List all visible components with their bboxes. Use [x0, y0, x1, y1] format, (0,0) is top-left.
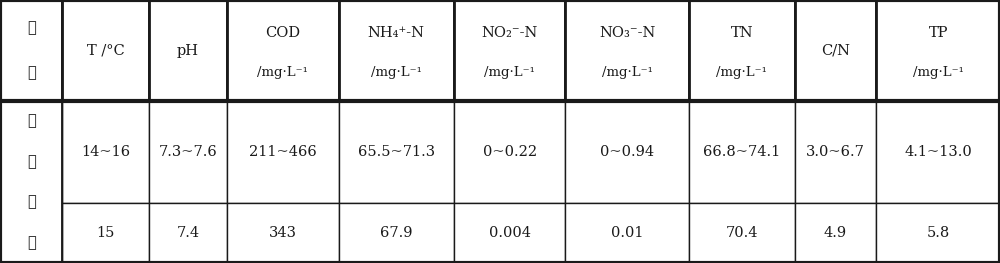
Bar: [565, 101, 689, 203]
Text: NH₄⁺-N: NH₄⁺-N: [368, 26, 425, 41]
Text: /mg·L⁻¹: /mg·L⁻¹: [716, 66, 767, 79]
Text: T /°C: T /°C: [87, 44, 125, 58]
Text: 4.9: 4.9: [824, 226, 847, 240]
Bar: [227, 203, 339, 263]
Text: 0.01: 0.01: [611, 226, 644, 240]
Bar: [454, 101, 565, 203]
Text: 3.0~6.7: 3.0~6.7: [806, 145, 865, 159]
Bar: [689, 101, 795, 203]
Text: 5.8: 5.8: [927, 226, 950, 240]
Text: NO₂⁻-N: NO₂⁻-N: [481, 26, 538, 41]
Bar: [565, 0, 689, 101]
Text: 66.8~74.1: 66.8~74.1: [703, 145, 781, 159]
Text: /mg·L⁻¹: /mg·L⁻¹: [371, 66, 422, 79]
Bar: [454, 203, 565, 263]
Bar: [689, 203, 795, 263]
Bar: [149, 0, 227, 101]
Bar: [795, 0, 876, 101]
Text: /mg·L⁻¹: /mg·L⁻¹: [602, 66, 653, 79]
Text: pH: pH: [177, 44, 199, 58]
Bar: [227, 0, 339, 101]
Text: COD: COD: [265, 26, 300, 41]
Text: 65.5~71.3: 65.5~71.3: [358, 145, 435, 159]
Text: 211~466: 211~466: [249, 145, 317, 159]
Text: C/N: C/N: [821, 44, 850, 58]
Text: 0~0.22: 0~0.22: [483, 145, 537, 159]
Bar: [227, 101, 339, 203]
Text: /mg·L⁻¹: /mg·L⁻¹: [484, 66, 535, 79]
Text: /mg·L⁻¹: /mg·L⁻¹: [913, 66, 964, 79]
Text: 67.9: 67.9: [380, 226, 412, 240]
Bar: [149, 203, 227, 263]
Bar: [876, 203, 1000, 263]
Bar: [339, 101, 454, 203]
Text: NO₃⁻-N: NO₃⁻-N: [599, 26, 655, 41]
Bar: [62, 0, 149, 101]
Text: 7.4: 7.4: [176, 226, 199, 240]
Bar: [876, 0, 1000, 101]
Text: 项: 项: [27, 21, 36, 35]
Bar: [339, 203, 454, 263]
Text: 目: 目: [27, 66, 36, 80]
Bar: [795, 203, 876, 263]
Bar: [0, 0, 62, 101]
Text: 14~16: 14~16: [81, 145, 130, 159]
Text: 値: 値: [27, 236, 36, 250]
Bar: [149, 101, 227, 203]
Text: 7.3~7.6: 7.3~7.6: [159, 145, 217, 159]
Text: TP: TP: [928, 26, 948, 41]
Bar: [565, 203, 689, 263]
Text: 均: 均: [27, 195, 36, 209]
Text: 4.1~13.0: 4.1~13.0: [904, 145, 972, 159]
Bar: [689, 0, 795, 101]
Text: 0.004: 0.004: [489, 226, 531, 240]
Bar: [339, 0, 454, 101]
Text: 15: 15: [96, 226, 115, 240]
Text: 343: 343: [269, 226, 297, 240]
Text: 范: 范: [27, 114, 36, 128]
Bar: [62, 203, 149, 263]
Text: /mg·L⁻¹: /mg·L⁻¹: [257, 66, 308, 79]
Bar: [795, 101, 876, 203]
Text: TN: TN: [731, 26, 753, 41]
Text: 70.4: 70.4: [726, 226, 758, 240]
Bar: [0, 101, 62, 263]
Bar: [454, 0, 565, 101]
Bar: [876, 101, 1000, 203]
Text: 围: 围: [27, 155, 36, 169]
Text: 0~0.94: 0~0.94: [600, 145, 654, 159]
Bar: [62, 101, 149, 203]
